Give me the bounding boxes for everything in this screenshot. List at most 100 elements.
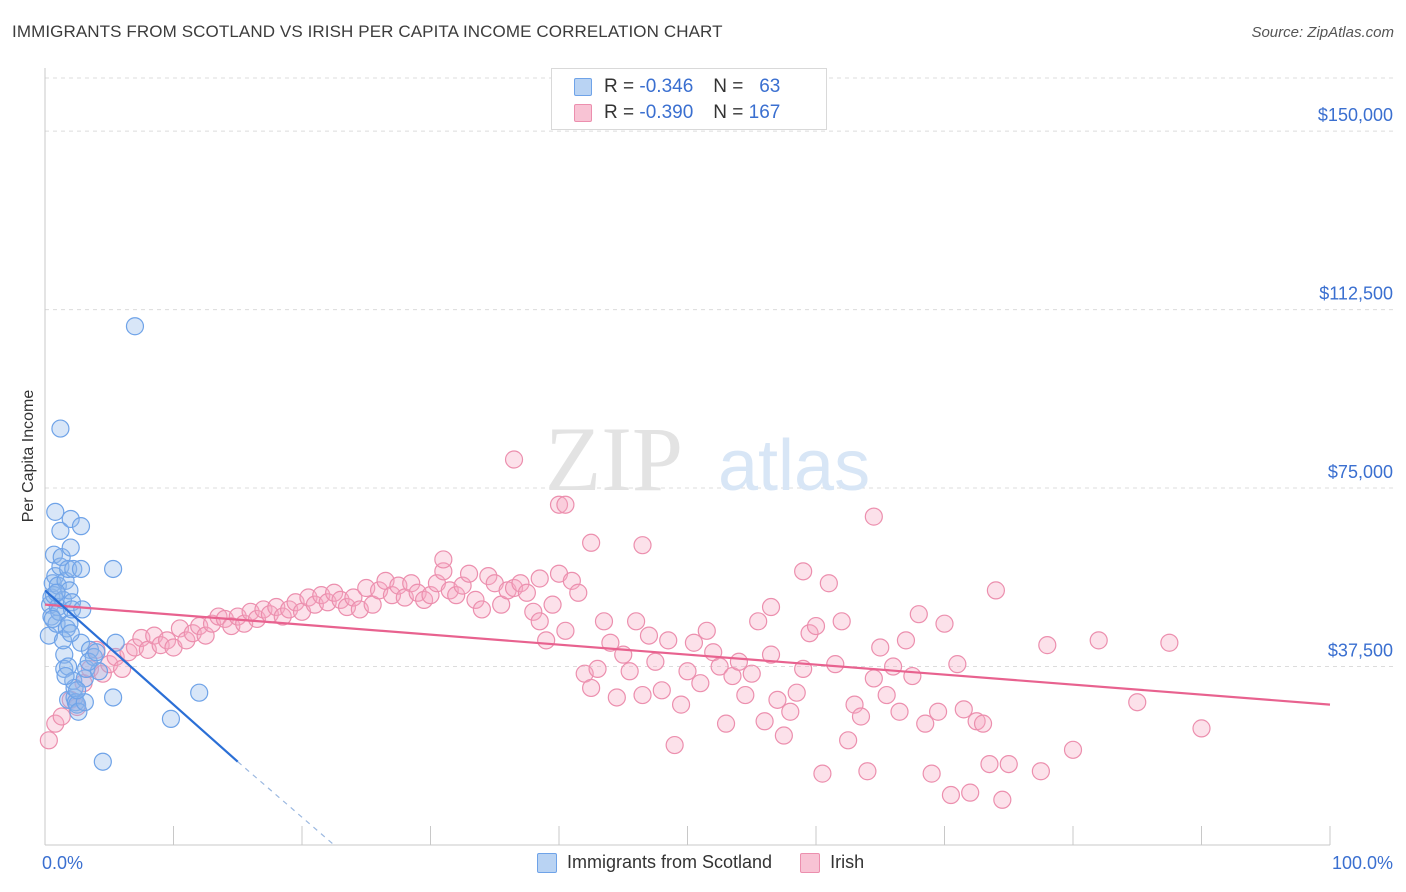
legend-r-value: -0.346 bbox=[639, 76, 694, 97]
legend-item-scotland[interactable]: Immigrants from Scotland bbox=[537, 852, 772, 873]
irish-point bbox=[684, 633, 704, 652]
irish-point bbox=[530, 612, 549, 631]
irish-point bbox=[472, 600, 491, 619]
scotland-point bbox=[62, 600, 82, 619]
series-legend: Immigrants from Scotland Irish bbox=[537, 852, 892, 873]
irish-point bbox=[826, 655, 845, 674]
legend-swatch-irish bbox=[800, 852, 821, 873]
legend-n-value: 167 bbox=[748, 102, 781, 123]
irish-point bbox=[646, 652, 665, 671]
irish-trend-line bbox=[44, 603, 1331, 706]
irish-point bbox=[787, 683, 806, 702]
irish-point bbox=[1192, 719, 1211, 738]
scotland-point bbox=[161, 709, 181, 728]
irish-point bbox=[1063, 740, 1083, 759]
y-tick-label: $112,500 bbox=[1319, 284, 1393, 304]
irish-point bbox=[556, 495, 575, 514]
irish-point bbox=[851, 707, 871, 726]
irish-point bbox=[916, 714, 935, 733]
irish-point bbox=[761, 597, 781, 617]
irish-point bbox=[922, 764, 941, 783]
irish-point bbox=[935, 614, 954, 633]
grid-lines bbox=[45, 77, 1395, 668]
legend-item-irish[interactable]: Irish bbox=[800, 852, 864, 873]
irish-point bbox=[639, 626, 659, 645]
irish-point bbox=[999, 754, 1018, 774]
scotland-point bbox=[61, 509, 80, 529]
scotland-point bbox=[59, 559, 78, 579]
x-tick-label: 0.0% bbox=[42, 853, 83, 873]
legend-row-scotland: R = -0.346 N = 63 bbox=[574, 75, 780, 99]
scotland-point bbox=[51, 419, 70, 438]
legend-row-irish: R = -0.390 N = 167 bbox=[574, 101, 780, 125]
irish-point bbox=[594, 612, 614, 631]
irish-point bbox=[794, 562, 813, 581]
scotland-point bbox=[64, 559, 83, 579]
irish-point bbox=[1128, 693, 1147, 712]
scotland-point bbox=[190, 683, 209, 702]
irish-point bbox=[768, 690, 787, 709]
scotland-point bbox=[104, 688, 123, 707]
irish-point bbox=[761, 645, 781, 664]
irish-point bbox=[652, 681, 671, 700]
irish-point bbox=[755, 712, 774, 731]
scotland-point bbox=[55, 645, 74, 664]
irish-point bbox=[530, 569, 549, 588]
irish-point bbox=[504, 450, 524, 469]
irish-point bbox=[556, 621, 575, 640]
irish-point bbox=[325, 583, 344, 602]
irish-point bbox=[993, 790, 1012, 809]
y-tick-label: $75,000 bbox=[1328, 462, 1393, 482]
irish-point bbox=[665, 735, 684, 755]
irish-point bbox=[1038, 636, 1057, 655]
irish-point bbox=[549, 495, 569, 514]
irish-point bbox=[890, 702, 909, 721]
trend-lines bbox=[44, 589, 1331, 846]
irish-point bbox=[52, 707, 71, 726]
scotland-point bbox=[125, 317, 145, 336]
x-tick-label: 100.0% bbox=[1332, 853, 1393, 873]
irish-point bbox=[749, 612, 768, 631]
scotland-point bbox=[53, 631, 73, 650]
irish-point bbox=[858, 762, 877, 781]
irish-point bbox=[980, 754, 999, 774]
irish-point bbox=[973, 714, 993, 733]
scotland-point bbox=[104, 559, 123, 579]
irish-point bbox=[928, 702, 948, 721]
watermark: ZIP atlas bbox=[545, 408, 870, 510]
irish-point bbox=[588, 659, 607, 679]
irish-point bbox=[479, 567, 498, 586]
chart-title: IMMIGRANTS FROM SCOTLAND VS IRISH PER CA… bbox=[12, 22, 723, 41]
scotland-point bbox=[47, 583, 66, 602]
legend-n-label: N = bbox=[713, 102, 744, 123]
legend-n-label: N = bbox=[713, 76, 744, 97]
irish-point bbox=[774, 726, 793, 745]
irish-point bbox=[537, 631, 556, 650]
legend-label-scotland: Immigrants from Scotland bbox=[567, 852, 773, 872]
scotland-point bbox=[60, 614, 79, 633]
irish-point bbox=[819, 574, 838, 593]
scotland-point bbox=[69, 702, 88, 721]
scotland-point bbox=[79, 652, 98, 671]
irish-point bbox=[813, 764, 832, 783]
irish-point bbox=[986, 581, 1006, 600]
irish-point bbox=[883, 657, 903, 676]
irish-point bbox=[177, 631, 196, 650]
irish-point bbox=[524, 602, 543, 621]
scotland-point bbox=[61, 538, 80, 557]
legend-swatch-scotland bbox=[574, 78, 592, 96]
y-tick-label: $37,500 bbox=[1328, 641, 1393, 661]
irish-point bbox=[678, 662, 697, 681]
scotland-point bbox=[61, 624, 80, 643]
scotland-point bbox=[43, 609, 62, 629]
scotland-point bbox=[68, 681, 87, 700]
irish-point bbox=[896, 631, 916, 650]
scotland-trend-line bbox=[44, 589, 239, 763]
irish-point bbox=[871, 638, 890, 657]
y-tick-label: $150,000 bbox=[1318, 105, 1393, 125]
irish-point bbox=[607, 688, 626, 707]
irish-point bbox=[697, 621, 716, 640]
legend-r-label: R = bbox=[604, 102, 635, 123]
irish-point bbox=[434, 550, 453, 569]
legend-r-label: R = bbox=[604, 76, 635, 97]
